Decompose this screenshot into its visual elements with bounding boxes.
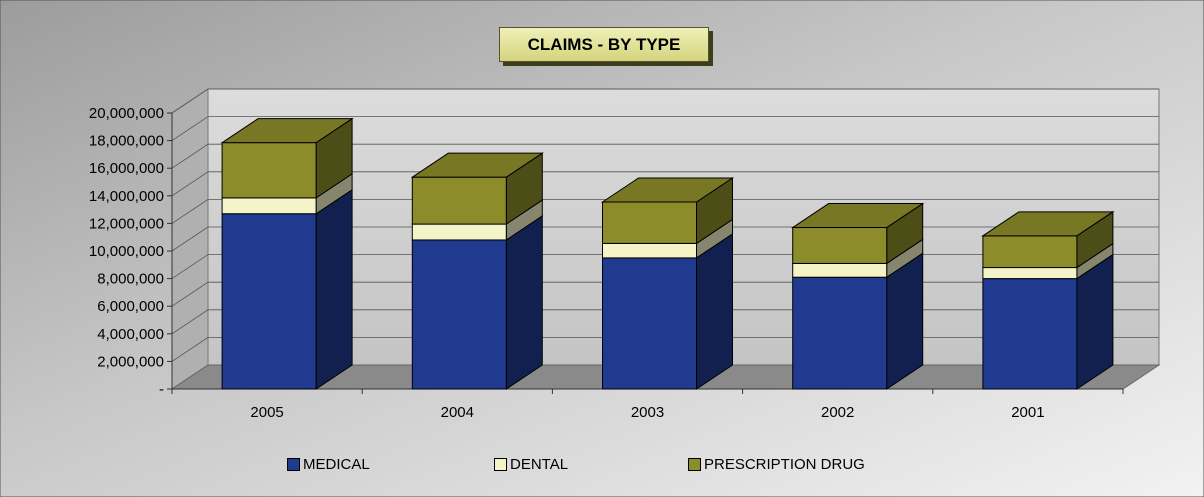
bar-dental-2002 <box>792 262 888 278</box>
y-tick-label: 20,000,000 <box>89 105 164 122</box>
chart-title: CLAIMS - BY TYPE <box>499 27 709 62</box>
bar-dental-2001 <box>982 267 1078 280</box>
bar-prescription-drug-2002 <box>792 227 888 264</box>
x-tick-label: 2003 <box>631 404 664 421</box>
bar-dental-2003 <box>602 242 697 259</box>
y-tick-label: 12,000,000 <box>89 215 164 232</box>
bar-medical-2003-side <box>696 232 733 390</box>
bar-top-2002 <box>791 203 925 229</box>
y-tick-label: 18,000,000 <box>89 133 164 150</box>
gridline <box>171 171 1159 197</box>
bar-prescription-drug-2004 <box>411 176 507 225</box>
legend-item-prescription-drug: PRESCRIPTION DRUG <box>688 456 865 473</box>
gridline <box>171 88 1159 114</box>
bar-medical-2005 <box>221 213 317 390</box>
legend-label-medical: MEDICAL <box>303 456 370 473</box>
gridline <box>171 143 1159 169</box>
gridline <box>171 116 1159 141</box>
gridline <box>171 198 1159 224</box>
bar-top-2005 <box>220 118 354 144</box>
bar-prescription-drug-2003 <box>602 201 697 244</box>
y-tick-label: 2,000,000 <box>97 353 164 370</box>
bar-prescription-drug-2001 <box>982 235 1078 269</box>
x-tick-label: 2001 <box>1011 404 1044 421</box>
bar-medical-2004-side <box>505 215 543 390</box>
bar-prescription-drug-2005 <box>221 142 317 199</box>
legend-item-medical: MEDICAL <box>287 456 370 473</box>
legend-swatch-prescription-drug <box>688 458 701 471</box>
legend-swatch-medical <box>287 458 300 471</box>
y-tick-label: 4,000,000 <box>97 326 164 343</box>
y-tick-label: 8,000,000 <box>97 271 164 288</box>
legend-label-dental: DENTAL <box>510 456 569 473</box>
y-tick-label: 14,000,000 <box>89 188 164 205</box>
bar-medical-2005-side <box>315 188 353 390</box>
bar-dental-2005 <box>221 197 317 215</box>
bar-top-2001 <box>981 211 1115 237</box>
x-tick-label: 2005 <box>250 404 283 421</box>
bar-top-2004 <box>410 152 544 178</box>
bar-medical-2004 <box>411 239 507 390</box>
y-tick-label: - <box>159 381 164 398</box>
y-tick-label: 6,000,000 <box>97 298 164 315</box>
bar-medical-2003 <box>602 257 697 390</box>
legend-item-dental: DENTAL <box>494 456 568 473</box>
bar-medical-2002 <box>792 276 888 390</box>
legend-label-prescription-drug: PRESCRIPTION DRUG <box>704 456 865 473</box>
legend-swatch-dental <box>494 458 507 471</box>
x-tick-label: 2002 <box>821 404 854 421</box>
y-tick-label: 10,000,000 <box>89 243 164 260</box>
y-tick-label: 16,000,000 <box>89 160 164 177</box>
bar-top-2003 <box>600 177 735 203</box>
bar-medical-2001 <box>982 278 1078 390</box>
bar-dental-2004 <box>411 223 507 241</box>
x-tick-label: 2004 <box>441 404 474 421</box>
